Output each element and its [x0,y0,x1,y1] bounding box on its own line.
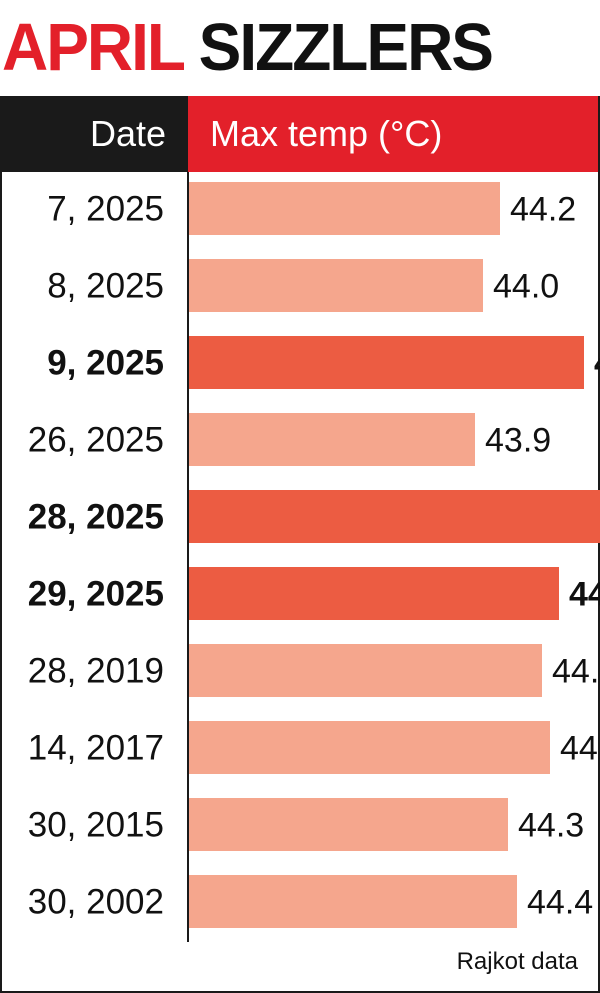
date-header-label: Date [89,113,166,154]
data-label: 44.9 [569,576,600,614]
data-label: 44.0 [493,268,559,306]
column-divider [187,172,189,942]
date-label: 9, 2025 [47,344,164,383]
bar [189,182,500,235]
bar [189,336,584,389]
bar [189,490,600,543]
bar [189,259,483,312]
bar [189,644,542,697]
bar [189,798,508,851]
date-label: 29, 2025 [28,575,164,614]
data-label: 44.3 [518,807,584,845]
date-label: 30, 2015 [28,806,164,845]
frame-border-bottom [0,991,600,993]
bar [189,413,475,466]
data-label: 44.8 [560,730,600,768]
bar [189,567,559,620]
title-sizzlers: SIZZLERS [198,9,494,85]
date-label: 26, 2025 [28,421,164,460]
temp-header-label: Max temp (°C) [210,113,443,154]
date-label: 28, 2019 [28,652,164,691]
data-label: 45.2 [594,345,600,383]
date-label: 28, 2025 [28,498,164,537]
data-label: 43.9 [485,422,551,460]
data-label: 44.7 [552,653,600,691]
date-label: 14, 2017 [28,729,164,768]
frame-border-right [598,96,600,993]
date-label: 30, 2002 [28,883,164,922]
date-label: 8, 2025 [47,267,164,306]
temp-column-header: Max temp (°C) [188,96,600,172]
bar [189,721,550,774]
date-column-header: Date [0,96,188,172]
chart-title: APRIL SIZZLERS [0,0,600,96]
source-note: Rajkot data [456,948,578,975]
bar [189,875,517,928]
frame-border-left [0,96,2,993]
data-label: 44.4 [527,884,593,922]
data-label: 44.2 [510,191,576,229]
title-april: APRIL [2,9,185,85]
date-label: 7, 2025 [47,190,164,229]
